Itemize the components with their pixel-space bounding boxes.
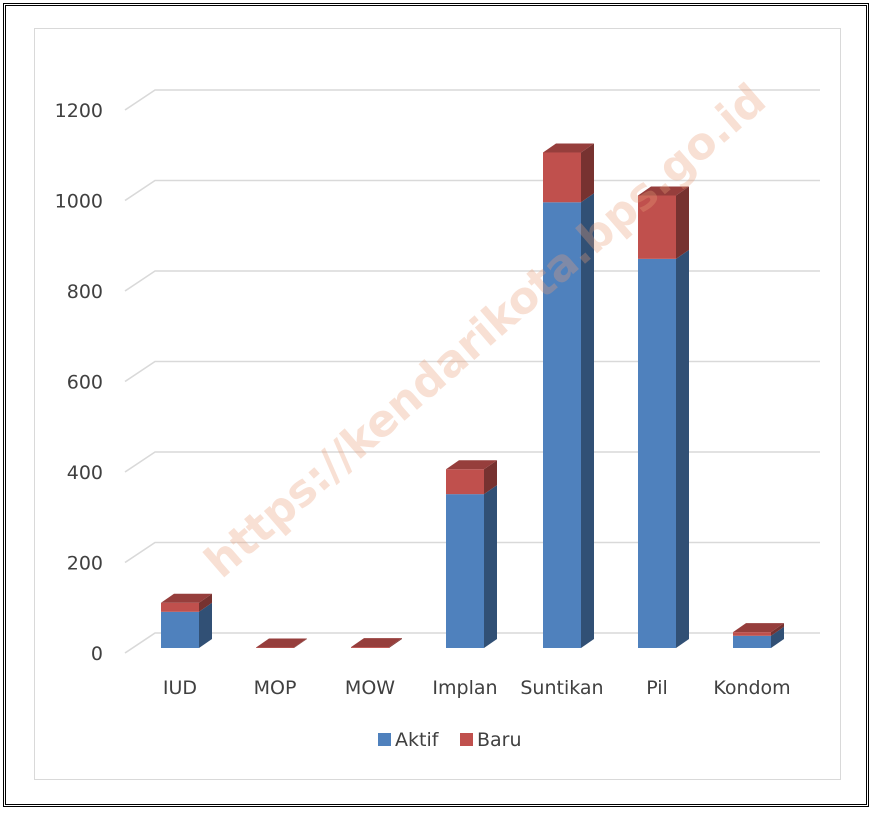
bar-front	[638, 258, 676, 648]
bar-side	[484, 460, 497, 495]
bar-top	[351, 638, 402, 648]
bar-top	[638, 186, 689, 196]
bar-side	[199, 602, 212, 648]
bars	[161, 143, 784, 648]
gridlines	[124, 89, 820, 654]
gridline	[124, 451, 820, 473]
x-tick-label: Pil	[646, 677, 668, 699]
x-tick-label: Implan	[432, 677, 497, 699]
bar-front	[351, 647, 389, 648]
y-tick-label: 1000	[55, 191, 103, 213]
bar-side	[676, 249, 689, 648]
gridline	[124, 89, 820, 111]
gridline	[124, 632, 820, 654]
x-tick-label: MOP	[254, 677, 297, 699]
gridline	[124, 270, 820, 292]
legend-swatch-aktif	[378, 733, 391, 746]
bar-front	[161, 602, 199, 612]
bar-aktif-implan	[446, 485, 497, 648]
x-tick-label: Suntikan	[520, 677, 603, 699]
bar-front	[543, 202, 581, 648]
bar-side	[676, 186, 689, 259]
x-axis-tick-labels: IUD MOP MOW Implan Suntikan Pil Kondom	[163, 677, 791, 699]
bar-baru-suntikan	[543, 143, 594, 203]
bar-top	[733, 623, 784, 633]
bar-side	[581, 143, 594, 203]
bar-baru-implan	[446, 460, 497, 495]
bar-side	[389, 638, 402, 648]
bar-front	[638, 195, 676, 259]
bar-aktif-pil	[638, 249, 689, 648]
bar-baru-pil	[638, 186, 689, 259]
bar-front	[543, 152, 581, 203]
gridline	[124, 541, 820, 564]
y-axis-tick-labels: 0 200 400 600 800 1000 1200	[55, 100, 103, 665]
bar-front	[446, 494, 484, 648]
bar-baru-mop	[256, 638, 307, 648]
bar-baru-iud	[161, 593, 212, 612]
x-tick-label: IUD	[163, 677, 197, 699]
x-tick-label: Kondom	[713, 677, 790, 699]
y-tick-label: 0	[91, 643, 103, 665]
y-tick-label: 400	[67, 462, 103, 484]
bar-side	[199, 593, 212, 612]
bar-top	[543, 143, 594, 153]
bar-aktif-kondom	[733, 626, 784, 648]
bar-top	[161, 593, 212, 603]
bar-side	[771, 623, 784, 636]
bar-front	[446, 469, 484, 495]
bar-aktif-suntikan	[543, 193, 594, 648]
legend-swatch-baru	[460, 733, 473, 746]
legend-label-aktif: Aktif	[395, 729, 440, 751]
gridline	[124, 360, 820, 383]
bar-side	[771, 626, 784, 648]
legend: Aktif Baru	[378, 729, 522, 751]
y-tick-label: 200	[67, 553, 103, 575]
bar-side	[581, 193, 594, 648]
bar-top	[256, 638, 307, 648]
bar-front	[733, 632, 771, 636]
bar-aktif-iud	[161, 602, 212, 648]
outer-frame	[3, 3, 869, 807]
gridline	[124, 179, 820, 202]
bar-front	[733, 635, 771, 648]
chart-area	[34, 28, 841, 780]
y-tick-label: 800	[67, 281, 103, 303]
bar-baru-kondom	[733, 623, 784, 636]
x-tick-label: MOW	[345, 677, 395, 699]
bar-side	[484, 485, 497, 648]
y-tick-label: 1200	[55, 100, 103, 122]
bar-top	[446, 460, 497, 470]
bar-baru-mow	[351, 638, 402, 648]
y-tick-label: 600	[67, 372, 103, 394]
bar-front	[161, 611, 199, 648]
legend-label-baru: Baru	[477, 729, 522, 751]
bar-side	[294, 638, 307, 648]
